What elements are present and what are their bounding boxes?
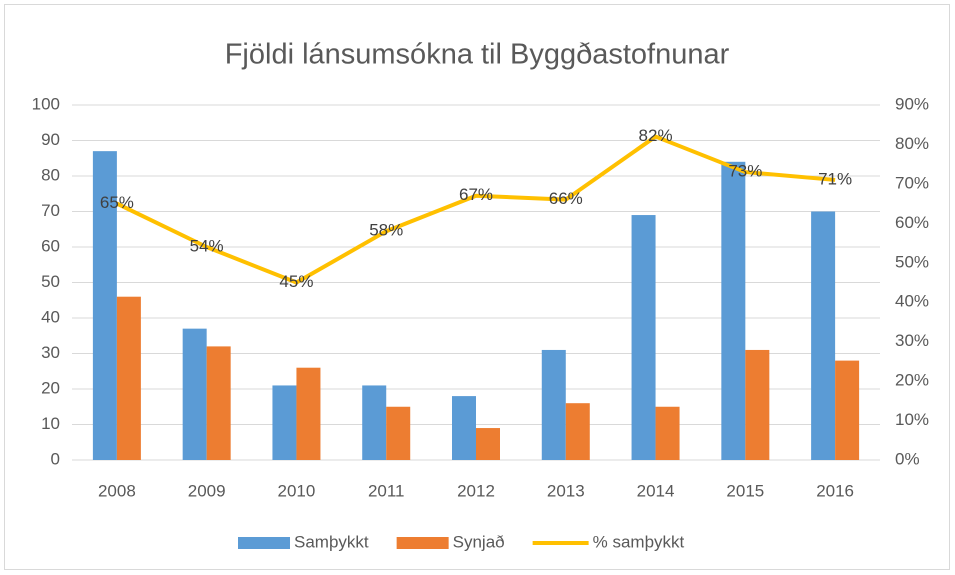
- chart-title: Fjöldi lánsumsókna til Byggðastofnunar: [225, 39, 730, 71]
- bar: [206, 346, 231, 460]
- y2-tick-label: 80%: [895, 134, 929, 153]
- y-tick-label: 20: [41, 378, 60, 397]
- x-tick-label: 2010: [278, 481, 316, 500]
- data-label: 82%: [639, 126, 673, 145]
- legend-label: % samþykkt: [593, 532, 685, 551]
- data-label: 67%: [459, 185, 493, 204]
- bar: [386, 406, 411, 460]
- bar: [452, 396, 476, 460]
- bar: [811, 211, 836, 460]
- x-tick-label: 2013: [547, 481, 585, 500]
- y-tick-label: 100: [32, 94, 60, 113]
- y2-tick-label: 10%: [895, 410, 929, 429]
- legend-swatch: [238, 537, 290, 549]
- y-tick-label: 40: [41, 307, 60, 326]
- legend-swatch: [396, 537, 449, 549]
- legend-label: Samþykkt: [294, 532, 369, 551]
- bar: [272, 385, 297, 460]
- y-tick-label: 50: [41, 272, 60, 291]
- bar: [631, 215, 656, 460]
- bar: [655, 406, 680, 460]
- y2-tick-label: 90%: [895, 94, 929, 113]
- y2-tick-label: 20%: [895, 371, 929, 390]
- line: [116, 134, 836, 285]
- bar: [362, 385, 387, 460]
- bar: [116, 296, 141, 460]
- y-tick-label: 90: [41, 130, 60, 149]
- y2-tick-label: 60%: [895, 213, 929, 232]
- bar: [745, 349, 770, 460]
- y-tick-label: 10: [41, 414, 60, 433]
- data-label: 45%: [279, 272, 313, 291]
- data-label: 66%: [549, 189, 583, 208]
- bar: [565, 403, 590, 460]
- y-tick-label: 70: [41, 201, 60, 220]
- x-tick-label: 2009: [188, 481, 226, 500]
- x-tick-label: 2012: [457, 481, 495, 500]
- legend-label: Synjað: [453, 532, 505, 551]
- y-tick-label: 30: [41, 343, 60, 362]
- y2-tick-label: 0%: [895, 449, 920, 468]
- y2-tick-label: 30%: [895, 331, 929, 350]
- bar: [721, 161, 746, 461]
- x-tick-label: 2015: [726, 481, 764, 500]
- data-label: 58%: [369, 221, 403, 240]
- bar: [541, 349, 566, 460]
- x-tick-label: 2014: [637, 481, 675, 500]
- y2-tick-label: 40%: [895, 292, 929, 311]
- x-tick-label: 2011: [368, 481, 405, 500]
- bar: [92, 151, 117, 460]
- y-tick-label: 60: [41, 236, 60, 255]
- bar: [296, 367, 321, 460]
- chart-border: [4, 4, 950, 570]
- data-label: 71%: [818, 169, 852, 188]
- data-label: 54%: [190, 236, 224, 255]
- bar: [182, 328, 207, 460]
- data-label: 73%: [728, 162, 762, 181]
- y-tick-label: 0: [51, 449, 60, 468]
- x-tick-label: 2016: [816, 481, 854, 500]
- bar: [835, 360, 860, 460]
- bar: [476, 428, 500, 460]
- y-tick-label: 80: [41, 165, 60, 184]
- y2-tick-label: 50%: [895, 252, 929, 271]
- data-label: 65%: [100, 193, 134, 212]
- y2-tick-label: 70%: [895, 173, 929, 192]
- x-tick-label: 2008: [98, 481, 136, 500]
